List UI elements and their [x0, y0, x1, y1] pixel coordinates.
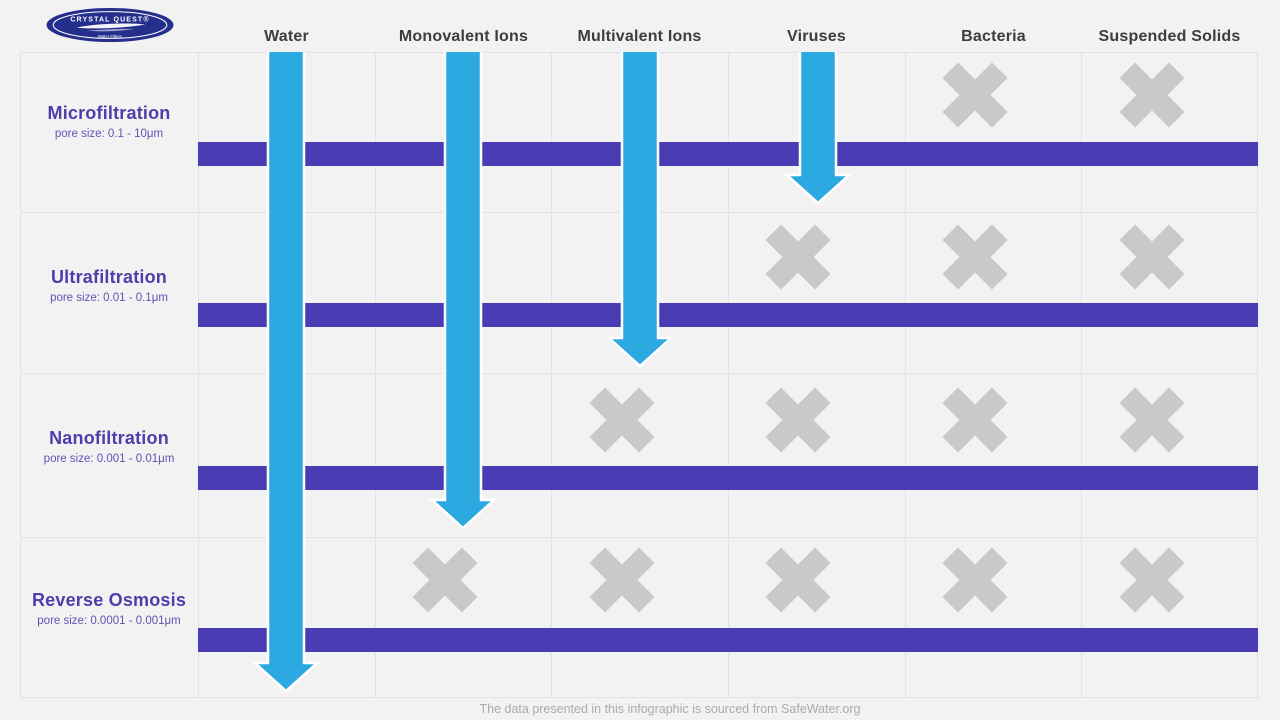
blocked-x-icon-micro-suspended-solids — [1119, 62, 1185, 128]
row-label-reverse-osmosis: Reverse Osmosis pore size: 0.0001 - 0.00… — [20, 589, 198, 629]
membrane-bar-reverse-osmosis — [198, 628, 1258, 652]
row-pore-size: pore size: 0.001 - 0.01μm — [43, 453, 175, 465]
row-label-ultrafiltration: Ultrafiltration pore size: 0.01 - 0.1μm — [20, 266, 198, 306]
flow-arrow-water — [252, 52, 320, 693]
column-header-bacteria: Bacteria — [961, 28, 1026, 45]
blocked-x-icon-ro-suspended-solids — [1119, 547, 1185, 613]
blocked-x-icon-nano-bacteria — [942, 387, 1008, 453]
column-header-viruses: Viruses — [787, 28, 846, 45]
row-pore-size: pore size: 0.0001 - 0.001μm — [37, 615, 181, 627]
blocked-x-icon-ro-viruses — [765, 547, 831, 613]
blocked-x-icon-nano-viruses — [765, 387, 831, 453]
flow-arrow-viruses — [784, 52, 852, 205]
logo-brand-text: CRYSTAL QUEST® — [70, 15, 149, 23]
blocked-x-icon-nano-suspended-solids — [1119, 387, 1185, 453]
column-header-multivalent-ions: Multivalent Ions — [577, 28, 702, 45]
grid-vline — [728, 52, 729, 698]
column-header-monovalent-ions: Monovalent Ions — [398, 28, 529, 45]
grid-vline — [375, 52, 376, 698]
grid-vline — [905, 52, 906, 698]
logo-ring — [52, 11, 168, 39]
blocked-x-icon-nano-multivalent-ions — [589, 387, 655, 453]
blocked-x-icon-ro-monovalent-ions — [412, 547, 478, 613]
row-label-microfiltration: Microfiltration pore size: 0.1 - 10μm — [20, 102, 198, 142]
blocked-x-icon-ultra-bacteria — [942, 224, 1008, 290]
logo-tagline-text: Water Filters — [98, 34, 122, 39]
row-pore-size: pore size: 0.1 - 10μm — [54, 128, 164, 140]
row-pore-size: pore size: 0.01 - 0.1μm — [50, 292, 168, 304]
grid-hline — [20, 537, 1258, 538]
blocked-x-icon-ultra-viruses — [765, 224, 831, 290]
source-attribution: The data presented in this infographic i… — [479, 702, 861, 716]
logo-swoosh-icon — [76, 23, 146, 29]
row-title: Reverse Osmosis — [31, 590, 187, 610]
row-title: Microfiltration — [47, 103, 171, 123]
grid-vline — [551, 52, 552, 698]
grid-vline — [198, 52, 199, 698]
flow-arrow-multivalent-ions — [606, 52, 674, 368]
blocked-x-icon-micro-bacteria — [942, 62, 1008, 128]
row-title: Ultrafiltration — [50, 267, 167, 287]
membrane-bar-microfiltration — [198, 142, 1258, 166]
column-header-water: Water — [264, 28, 309, 45]
blocked-x-icon-ultra-suspended-solids — [1119, 224, 1185, 290]
row-label-nanofiltration: Nanofiltration pore size: 0.001 - 0.01μm — [20, 427, 198, 467]
crystal-quest-logo: CRYSTAL QUEST® Water Filters — [46, 7, 174, 43]
grid-hline — [20, 373, 1258, 374]
logo-swoosh2-icon — [87, 28, 135, 32]
column-header-suspended-solids: Suspended Solids — [1098, 28, 1241, 45]
row-title: Nanofiltration — [49, 428, 169, 448]
flow-arrow-monovalent-ions — [429, 52, 497, 530]
grid-vline — [1081, 52, 1082, 698]
membrane-bar-ultrafiltration — [198, 303, 1258, 327]
membrane-bar-nanofiltration — [198, 466, 1258, 490]
blocked-x-icon-ro-multivalent-ions — [589, 547, 655, 613]
blocked-x-icon-ro-bacteria — [942, 547, 1008, 613]
